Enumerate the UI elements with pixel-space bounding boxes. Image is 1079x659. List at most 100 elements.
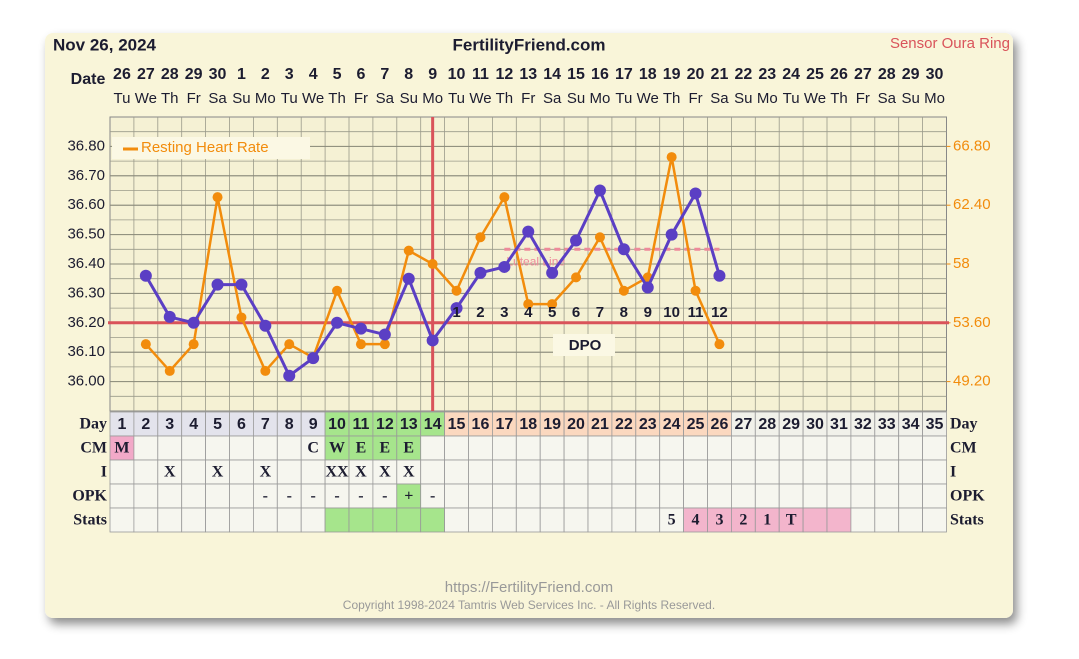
footer-url: https://FertilityFriend.com: [445, 579, 613, 596]
table-cell: [133, 459, 159, 485]
date-label: 29: [185, 66, 203, 83]
table-cell: [731, 459, 756, 485]
date-label: 1: [237, 66, 246, 83]
table-cell: [898, 435, 924, 461]
point: [594, 232, 605, 243]
table-cell: [611, 459, 637, 485]
date-label: 28: [878, 66, 896, 83]
cell-text: 16: [472, 416, 490, 433]
table-cell: [468, 435, 493, 461]
table-cell: [324, 507, 350, 533]
row-label-right: OPK: [950, 488, 985, 505]
date-label: 4: [309, 66, 318, 83]
dpo-number: 2: [476, 304, 484, 321]
table-cell: [468, 507, 493, 533]
row-label-right: Stats: [950, 512, 984, 529]
weekday-label: Sa: [208, 90, 227, 107]
table-cell: [133, 483, 159, 509]
y2-tick-label: 58: [953, 255, 970, 272]
y-tick-label: 36.60: [67, 196, 105, 213]
point: [546, 266, 559, 279]
date-label: 24: [782, 66, 800, 83]
point: [665, 228, 678, 241]
table-cell: [181, 483, 206, 509]
point: [427, 259, 438, 269]
table-cell: [348, 507, 374, 533]
table-cell: [491, 435, 517, 461]
cell-text: 5: [668, 512, 676, 529]
cell-text: 5: [213, 416, 222, 433]
cell-text: C: [307, 440, 319, 457]
dpo-number: 12: [711, 304, 728, 321]
table-cell: [563, 435, 589, 461]
cell-text: 21: [591, 416, 609, 433]
weekday-label: Tu: [448, 90, 465, 107]
table-cell: [731, 435, 756, 461]
table-cell: [539, 507, 565, 533]
table-cell: [396, 507, 422, 533]
cell-text: 34: [902, 416, 920, 433]
weekday-label: Tu: [281, 90, 298, 107]
table-cell: [109, 483, 135, 509]
weekday-label: Sa: [543, 90, 562, 107]
weekday-label: Fr: [187, 90, 201, 107]
weekday-label: We: [469, 90, 491, 107]
table-cell: [754, 459, 780, 485]
weekday-label: Su: [567, 90, 585, 107]
cell-text: 17: [495, 416, 513, 433]
dpo-number: 7: [596, 304, 604, 321]
y-tick-label: 36.20: [67, 314, 105, 331]
table-cell: [181, 459, 206, 485]
cell-text: E: [356, 440, 367, 457]
point: [690, 285, 701, 296]
y-tick-label: 36.80: [67, 137, 105, 154]
table-cell: [659, 435, 685, 461]
point: [260, 365, 271, 376]
luteal-label: Luteal Line: [506, 254, 565, 268]
point: [355, 339, 366, 350]
cell-text: 25: [687, 416, 705, 433]
y2-tick-label: 62.40: [953, 196, 991, 213]
cell-text: -: [310, 488, 315, 505]
point: [475, 232, 486, 243]
legend-box: [112, 137, 310, 159]
table-cell: [587, 507, 613, 533]
weekday-label: Mo: [757, 90, 778, 107]
weekday-label: Su: [734, 90, 752, 107]
point: [212, 192, 223, 203]
cell-text: W: [329, 440, 345, 457]
weekday-label: Mo: [255, 90, 276, 107]
weekday-label: Th: [496, 90, 514, 107]
sensor: Sensor Oura Ring: [890, 35, 1010, 52]
dpo-number: 10: [663, 304, 680, 321]
y-tick-label: 36.50: [67, 226, 105, 243]
weekday-label: Th: [663, 90, 681, 107]
cell-text: X: [379, 464, 391, 481]
table-cell: [372, 507, 398, 533]
table-cell: [539, 435, 565, 461]
table-cell: [252, 507, 278, 533]
point: [402, 272, 415, 285]
date-label: 20: [687, 66, 705, 83]
table-cell: [635, 459, 661, 485]
cell-text: 33: [878, 416, 896, 433]
cell-text: X: [260, 464, 272, 481]
y-tick-label: 36.40: [67, 255, 105, 272]
cell-text: 24: [663, 416, 681, 433]
table-cell: [922, 483, 947, 509]
weekday-label: Su: [232, 90, 250, 107]
weekday-label: We: [302, 90, 324, 107]
date-label: 18: [639, 66, 657, 83]
weekday-label: Tu: [783, 90, 800, 107]
cell-text: -: [287, 488, 292, 505]
point: [499, 192, 510, 203]
table-cell: [754, 435, 780, 461]
table-cell: [229, 459, 254, 485]
point: [332, 285, 343, 296]
table-cell: [515, 483, 541, 509]
y2-tick-label: 66.80: [953, 137, 991, 154]
dpo-number: 11: [688, 304, 704, 321]
legend-label: Resting Heart Rate: [141, 139, 269, 156]
table-cell: [587, 483, 613, 509]
table-cell: [229, 483, 254, 509]
